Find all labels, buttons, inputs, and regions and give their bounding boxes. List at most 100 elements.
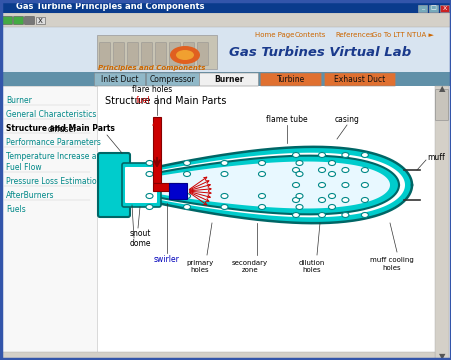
Ellipse shape xyxy=(221,204,227,210)
FancyBboxPatch shape xyxy=(36,17,45,24)
FancyBboxPatch shape xyxy=(0,86,451,360)
FancyBboxPatch shape xyxy=(98,153,130,217)
FancyBboxPatch shape xyxy=(434,86,448,360)
Text: muff cooling
holes: muff cooling holes xyxy=(369,257,413,270)
Text: Burner: Burner xyxy=(6,96,32,105)
FancyBboxPatch shape xyxy=(260,73,321,86)
FancyBboxPatch shape xyxy=(99,42,110,66)
Text: X: X xyxy=(442,5,446,10)
Ellipse shape xyxy=(292,198,299,202)
Ellipse shape xyxy=(295,204,302,210)
Polygon shape xyxy=(124,162,389,208)
Ellipse shape xyxy=(361,198,368,202)
Ellipse shape xyxy=(258,161,265,166)
Text: Gas Turbine Principles and Components: Gas Turbine Principles and Components xyxy=(16,2,204,11)
Ellipse shape xyxy=(328,194,335,198)
FancyBboxPatch shape xyxy=(439,4,448,12)
Text: Home Page: Home Page xyxy=(254,32,294,38)
Ellipse shape xyxy=(341,167,348,172)
Ellipse shape xyxy=(295,194,302,198)
Text: snout: snout xyxy=(130,229,151,238)
Ellipse shape xyxy=(341,183,348,188)
Ellipse shape xyxy=(258,204,265,210)
FancyBboxPatch shape xyxy=(428,4,437,12)
Ellipse shape xyxy=(292,167,299,172)
FancyBboxPatch shape xyxy=(113,42,124,66)
Text: Turbine: Turbine xyxy=(276,75,304,84)
Ellipse shape xyxy=(146,171,152,176)
Text: secondary
zone: secondary zone xyxy=(231,260,267,274)
Text: Gas Turbines Virtual Lab: Gas Turbines Virtual Lab xyxy=(228,45,410,58)
Text: casing: casing xyxy=(334,116,359,125)
Text: Go To LTT NTUA ►: Go To LTT NTUA ► xyxy=(371,32,433,38)
Ellipse shape xyxy=(295,171,302,176)
Ellipse shape xyxy=(170,46,199,64)
Polygon shape xyxy=(102,147,411,223)
Text: flame tube: flame tube xyxy=(266,116,307,125)
FancyBboxPatch shape xyxy=(127,42,138,66)
Ellipse shape xyxy=(258,171,265,176)
Text: Contents: Contents xyxy=(295,32,326,38)
FancyBboxPatch shape xyxy=(3,17,13,24)
FancyBboxPatch shape xyxy=(141,42,152,66)
Ellipse shape xyxy=(361,212,368,217)
Text: □: □ xyxy=(430,5,436,10)
Ellipse shape xyxy=(318,153,325,158)
Ellipse shape xyxy=(146,204,152,210)
FancyBboxPatch shape xyxy=(324,73,395,86)
Ellipse shape xyxy=(295,161,302,166)
Text: Fuel Flow: Fuel Flow xyxy=(6,163,41,172)
FancyBboxPatch shape xyxy=(155,42,166,66)
Ellipse shape xyxy=(292,212,299,217)
Ellipse shape xyxy=(318,212,325,217)
Text: General Characteristics: General Characteristics xyxy=(6,110,96,119)
FancyBboxPatch shape xyxy=(0,0,451,13)
FancyBboxPatch shape xyxy=(197,42,208,66)
Ellipse shape xyxy=(146,194,152,198)
Text: Structure and Main Parts: Structure and Main Parts xyxy=(105,96,226,106)
Ellipse shape xyxy=(146,161,152,166)
Text: Pressure Loss Estimation: Pressure Loss Estimation xyxy=(6,177,101,186)
Ellipse shape xyxy=(328,204,335,210)
FancyBboxPatch shape xyxy=(94,73,145,86)
Text: _: _ xyxy=(420,5,423,10)
Ellipse shape xyxy=(361,183,368,188)
Ellipse shape xyxy=(318,198,325,202)
Ellipse shape xyxy=(183,161,190,166)
FancyBboxPatch shape xyxy=(14,17,23,24)
Ellipse shape xyxy=(221,194,227,198)
Ellipse shape xyxy=(318,183,325,188)
Text: dome: dome xyxy=(130,238,151,248)
FancyBboxPatch shape xyxy=(0,13,451,27)
Ellipse shape xyxy=(361,167,368,172)
Ellipse shape xyxy=(183,204,190,210)
Ellipse shape xyxy=(341,153,348,158)
Ellipse shape xyxy=(341,212,348,217)
FancyBboxPatch shape xyxy=(97,35,216,69)
Ellipse shape xyxy=(318,167,325,172)
Ellipse shape xyxy=(258,194,265,198)
FancyBboxPatch shape xyxy=(0,72,451,86)
FancyBboxPatch shape xyxy=(24,17,34,24)
Text: References: References xyxy=(334,32,373,38)
FancyBboxPatch shape xyxy=(152,183,179,191)
Text: Compressor: Compressor xyxy=(150,75,195,84)
FancyBboxPatch shape xyxy=(125,167,156,203)
Ellipse shape xyxy=(292,183,299,188)
Text: Performance Parameters: Performance Parameters xyxy=(6,138,101,147)
Ellipse shape xyxy=(221,171,227,176)
Ellipse shape xyxy=(183,194,190,198)
Text: dilution
holes: dilution holes xyxy=(298,260,324,274)
Text: flare holes: flare holes xyxy=(132,85,172,94)
Ellipse shape xyxy=(328,161,335,166)
FancyBboxPatch shape xyxy=(169,183,187,199)
Polygon shape xyxy=(115,156,398,214)
FancyBboxPatch shape xyxy=(417,4,426,12)
Ellipse shape xyxy=(292,153,299,158)
Ellipse shape xyxy=(341,198,348,202)
Text: Structure and Main Parts: Structure and Main Parts xyxy=(6,124,115,133)
Text: Principles and Components: Principles and Components xyxy=(98,65,205,71)
FancyBboxPatch shape xyxy=(434,90,447,121)
FancyBboxPatch shape xyxy=(169,42,180,66)
Text: swirler: swirler xyxy=(154,255,179,264)
